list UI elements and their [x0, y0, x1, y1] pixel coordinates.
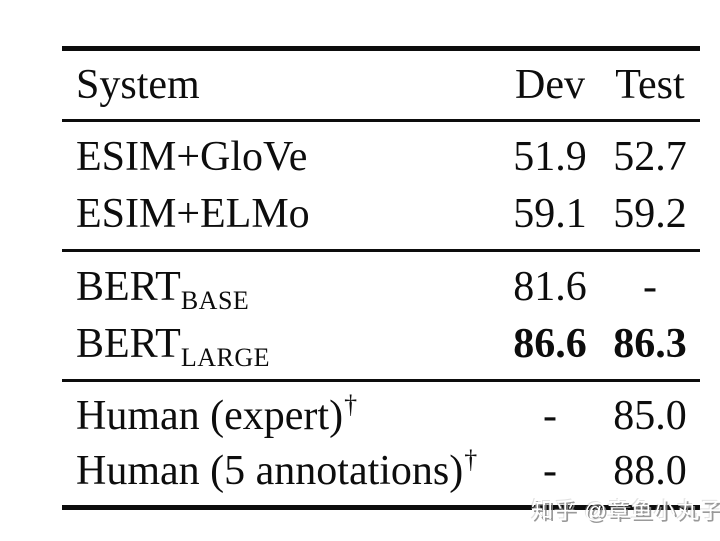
column-header-test: Test — [615, 62, 685, 108]
system-name-subscript: BASE — [180, 286, 250, 316]
dagger-superscript: † — [464, 445, 478, 474]
test-score: - — [643, 264, 657, 311]
table-row-bert-base: BERTBASE 81.6 - — [62, 264, 700, 314]
dev-score: 59.1 — [513, 190, 587, 237]
column-header-dev: Dev — [515, 62, 585, 108]
table-row-esim-glove: ESIM+GloVe 51.9 52.7 — [62, 136, 700, 178]
table-header-row: System Dev Test — [62, 51, 700, 122]
table-row-human-5-annotations: Human (5 annotations)† - 88.0 — [62, 447, 700, 494]
table-row-bert-large: BERTLARGE 86.6 86.3 — [62, 320, 700, 371]
dev-score: 51.9 — [513, 134, 587, 181]
section-bert: BERTBASE 81.6 - BERTLARGE 86.6 86.3 — [62, 252, 700, 382]
test-score: 85.0 — [613, 393, 687, 439]
test-score: 52.7 — [613, 134, 687, 181]
column-header-system: System — [76, 62, 200, 108]
system-name: BERTLARGE — [62, 320, 500, 371]
system-name-main: Human (5 annotations) — [76, 448, 464, 494]
zhihu-watermark: 知乎 @章鱼小丸子 — [531, 498, 720, 523]
system-name-main: BERT — [76, 264, 181, 311]
section-baselines: ESIM+GloVe 51.9 52.7 ESIM+ELMo 59.1 59.2 — [62, 122, 700, 252]
section-human: Human (expert)† - 85.0 Human (5 annotati… — [62, 382, 700, 505]
system-name-main: BERT — [76, 320, 181, 367]
dagger-superscript: † — [344, 390, 358, 419]
table-row-esim-elmo: ESIM+ELMo 59.1 59.2 — [62, 193, 700, 235]
results-table: System Dev Test ESIM+GloVe 51.9 52.7 ESI… — [62, 46, 700, 510]
test-score: 59.2 — [613, 190, 687, 237]
test-score: 88.0 — [613, 448, 687, 494]
system-name: ESIM+ELMo — [76, 190, 310, 237]
system-name: Human (expert)† — [62, 392, 500, 439]
system-name: ESIM+GloVe — [76, 134, 308, 181]
dev-score: 81.6 — [513, 264, 587, 311]
system-name: Human (5 annotations)† — [62, 447, 500, 494]
dev-score: - — [543, 393, 557, 439]
system-name-main: Human (expert) — [76, 393, 344, 439]
dev-score: 86.6 — [513, 320, 587, 367]
table-row-human-expert: Human (expert)† - 85.0 — [62, 392, 700, 439]
system-name-subscript: LARGE — [180, 342, 270, 372]
system-name: BERTBASE — [62, 264, 500, 314]
dev-score: - — [543, 448, 557, 494]
test-score: 86.3 — [613, 320, 687, 367]
